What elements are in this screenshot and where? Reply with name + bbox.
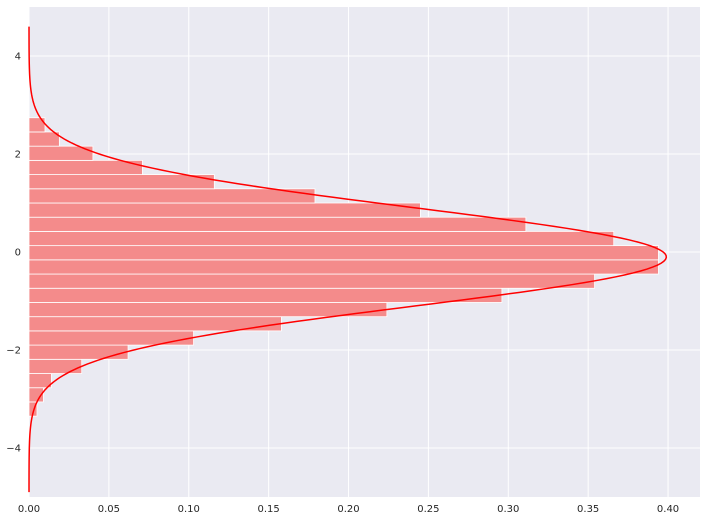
- x-tick-label: 0.40: [657, 504, 679, 515]
- x-tick-label: 0.00: [18, 504, 40, 515]
- x-tick-label: 0.05: [98, 504, 120, 515]
- histogram-bar: [28, 145, 94, 161]
- x-tick-label: 0.35: [577, 504, 599, 515]
- y-tick-label: 0: [15, 248, 21, 259]
- x-tick-label: 0.30: [497, 504, 519, 515]
- histogram-bar: [28, 358, 83, 374]
- histogram-bar: [28, 231, 615, 247]
- histogram-bar: [28, 373, 52, 389]
- histogram-bar: [28, 344, 129, 360]
- histogram-bar: [28, 188, 316, 204]
- histogram-bar: [28, 245, 659, 261]
- y-tick-label: 2: [15, 150, 21, 161]
- x-tick-label: 0.10: [178, 504, 200, 515]
- histogram-bar: [28, 287, 503, 303]
- histogram-bar: [28, 216, 527, 232]
- histogram-bars: [28, 117, 659, 417]
- x-tick-label: 0.20: [337, 504, 359, 515]
- x-tick-label: 0.15: [258, 504, 280, 515]
- x-axis-ticks: 0.00 0.05 0.10 0.15 0.20 0.25 0.30 0.35 0.40: [18, 504, 679, 515]
- histogram-bar: [28, 202, 421, 218]
- histogram-bar: [28, 131, 60, 147]
- kde-curve: [28, 26, 668, 493]
- y-tick-label: −4: [6, 444, 21, 455]
- histogram-bar: [28, 273, 595, 289]
- y-tick-label: 4: [15, 52, 21, 63]
- histogram-bar: [28, 159, 143, 175]
- x-tick-label: 0.25: [417, 504, 439, 515]
- histogram-bar: [28, 259, 659, 275]
- y-axis-ticks: 4 2 0 −2 −4: [6, 52, 21, 455]
- y-tick-label: −2: [6, 346, 21, 357]
- histogram-bar: [28, 174, 215, 190]
- histogram-bar: [28, 302, 388, 318]
